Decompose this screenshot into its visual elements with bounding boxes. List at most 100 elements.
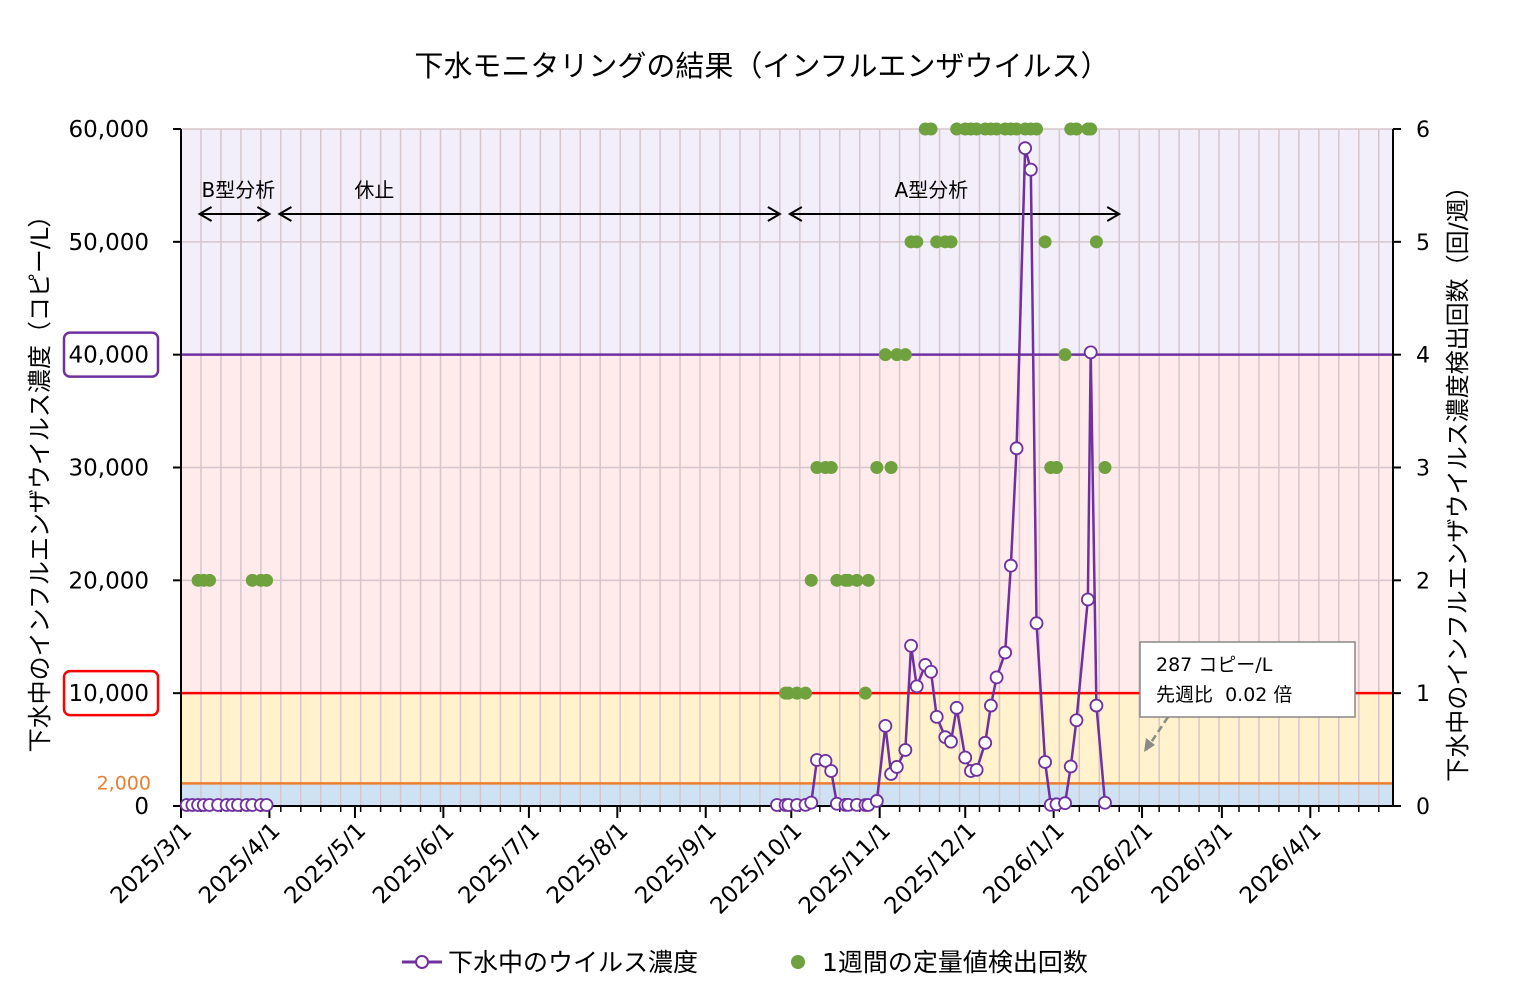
x-tick-label: 2026/3/1 [1147, 818, 1238, 909]
arrow-left-icon [197, 206, 213, 222]
y-left-tick-label: 50,000 [69, 230, 149, 256]
legend-count-label: 1週間の定量値検出回数 [822, 948, 1088, 977]
y-left-tick-label: 10,000 [69, 681, 149, 707]
concentration-point [1080, 592, 1095, 607]
y-left-tick-label: 0 [134, 794, 149, 820]
concentration-point [818, 753, 833, 768]
count-point [203, 573, 217, 587]
legend-count-marker-icon [791, 955, 805, 969]
count-point [1089, 235, 1103, 249]
concentration-point [1098, 795, 1112, 810]
y-left-tick-label: 60,000 [69, 117, 149, 143]
arrow-left-icon [787, 206, 803, 222]
concentration-point [958, 750, 973, 765]
concentration-point [1069, 713, 1084, 728]
concentration-point [1058, 796, 1072, 811]
arrow-left-icon [277, 206, 292, 222]
concentration-point [1063, 759, 1078, 774]
concentration-point [824, 764, 839, 778]
count-point [898, 348, 912, 362]
count-point [260, 573, 274, 587]
count-point [850, 573, 864, 587]
period-label: B型分析 [202, 178, 276, 202]
count-point [884, 461, 898, 474]
count-point [858, 686, 872, 700]
count-point [1084, 122, 1098, 136]
y-left-label-box [62, 331, 160, 378]
concentration-point [949, 700, 964, 715]
concentration-point [1018, 141, 1033, 156]
concentration-point [1083, 345, 1098, 360]
period-label: A型分析 [895, 178, 969, 202]
x-tick-label: 2025/7/1 [454, 818, 545, 909]
legend-concentration-marker-icon [415, 955, 429, 969]
concentration-point [904, 638, 918, 653]
y-axis-right-label: 下水中のインフルエンザウイルス濃度検出回数（回/週） [1444, 174, 1472, 781]
concentration-point [929, 709, 944, 724]
concentration-point [259, 798, 274, 812]
count-point [804, 573, 818, 587]
concentration-point [909, 679, 924, 694]
y-right-tick-label: 3 [1416, 457, 1430, 482]
y-right-tick-label: 4 [1416, 344, 1430, 369]
y-left-tick-label: 40,000 [69, 343, 149, 369]
concentration-point [1089, 698, 1104, 713]
count-point [1030, 122, 1044, 136]
concentration-point [1023, 162, 1038, 177]
x-tick-label: 2026/2/1 [1067, 818, 1158, 909]
count-point [1069, 122, 1083, 136]
x-tick-label: 2026/1/1 [978, 818, 1069, 909]
x-tick-label: 2025/10/1 [706, 818, 808, 920]
arrow-right-icon [767, 206, 782, 222]
x-tick-label: 2025/6/1 [368, 818, 459, 909]
background-band [181, 783, 1393, 806]
x-tick-label: 2025/11/1 [794, 818, 896, 920]
plot-area: 0 10,000 20,000 30,000 40,000 50,000 60,000 2,0… [62, 117, 1430, 920]
y-right-tick-label: 5 [1416, 231, 1430, 256]
concentration-point [924, 664, 938, 679]
y-right-tick-label: 6 [1416, 118, 1430, 143]
legend: 下水中のウイルス濃度 1週間の定量値検出回数 [402, 948, 1088, 977]
callout-line1: 287 コピー/L [1156, 654, 1273, 676]
count-point [824, 461, 838, 474]
y-left-tick-label: 20,000 [69, 568, 149, 594]
concentration-point [898, 743, 913, 757]
concentration-point [1038, 755, 1052, 769]
background-band [181, 354, 1393, 694]
period-label: 休止 [354, 178, 394, 202]
callout-arrow-head-icon [1144, 738, 1155, 752]
concentration-point [984, 698, 998, 713]
legend-concentration-label: 下水中のウイルス濃度 [448, 948, 698, 977]
concentration-point [1009, 441, 1024, 456]
x-tick-label: 2025/8/1 [542, 818, 633, 909]
concentration-point [869, 794, 884, 808]
concentration-point [944, 734, 958, 749]
callout-line2: 先週比 0.02 倍 [1156, 684, 1292, 706]
y-right-tick-label: 2 [1416, 569, 1430, 594]
x-tick-label: 2025/12/1 [880, 818, 982, 920]
concentration-point [969, 762, 984, 777]
count-point [878, 348, 892, 362]
count-point [1049, 461, 1063, 474]
count-point [861, 573, 875, 587]
count-point [944, 235, 958, 249]
count-point [870, 461, 884, 474]
count-point [924, 122, 938, 136]
concentration-point [989, 670, 1004, 685]
chart-title: 下水モニタリングの結果（インフルエンザウイルス） [414, 49, 1109, 83]
y-left-label-box [62, 669, 160, 717]
x-tick-label: 2025/9/1 [631, 818, 722, 909]
x-tick-label: 2026/4/1 [1235, 818, 1326, 909]
count-point [799, 686, 813, 700]
concentration-point [1003, 558, 1018, 573]
x-tick-label: 2025/3/1 [106, 818, 197, 909]
concentration-point [804, 795, 819, 810]
y-right-tick-label: 0 [1416, 795, 1430, 820]
y-left-tick-label: 30,000 [69, 456, 149, 482]
x-tick-label: 2025/4/1 [194, 818, 285, 909]
y-right-tick-label: 1 [1416, 682, 1430, 707]
arrow-right-icon [256, 206, 272, 222]
x-tick-label: 2025/5/1 [280, 818, 371, 909]
y-left-threshold-label: 2,000 [97, 772, 151, 794]
count-point [1058, 348, 1072, 362]
